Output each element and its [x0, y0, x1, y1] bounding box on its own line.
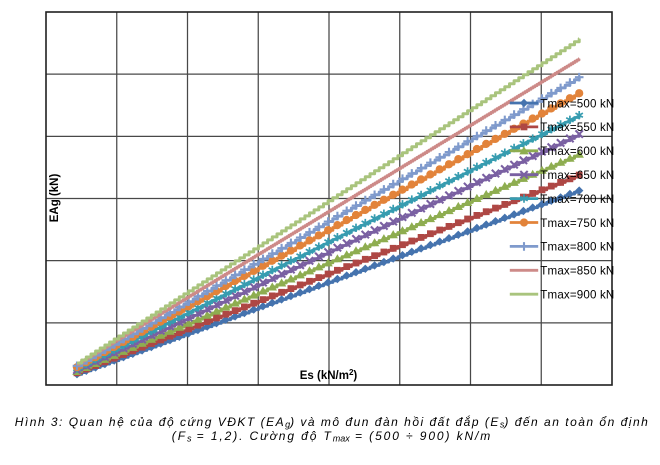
svg-text:Tmax=650 kN: Tmax=650 kN — [540, 169, 614, 182]
svg-text:Es (kN/m2): Es (kN/m2) — [300, 368, 358, 382]
svg-text:Tmax=850 kN: Tmax=850 kN — [540, 265, 614, 278]
svg-text:Tmax=700 kN: Tmax=700 kN — [540, 193, 614, 206]
svg-text:Tmax=750 kN: Tmax=750 kN — [540, 217, 614, 230]
svg-text:Tmax=600 kN: Tmax=600 kN — [540, 145, 614, 158]
svg-text:Tmax=800 kN: Tmax=800 kN — [540, 241, 614, 254]
svg-text:Tmax=550 kN: Tmax=550 kN — [540, 121, 614, 134]
svg-text:Tmax=900 kN: Tmax=900 kN — [540, 289, 614, 302]
svg-text:EAg (kN): EAg (kN) — [49, 174, 61, 223]
svg-text:Tmax=500 kN: Tmax=500 kN — [540, 97, 614, 110]
